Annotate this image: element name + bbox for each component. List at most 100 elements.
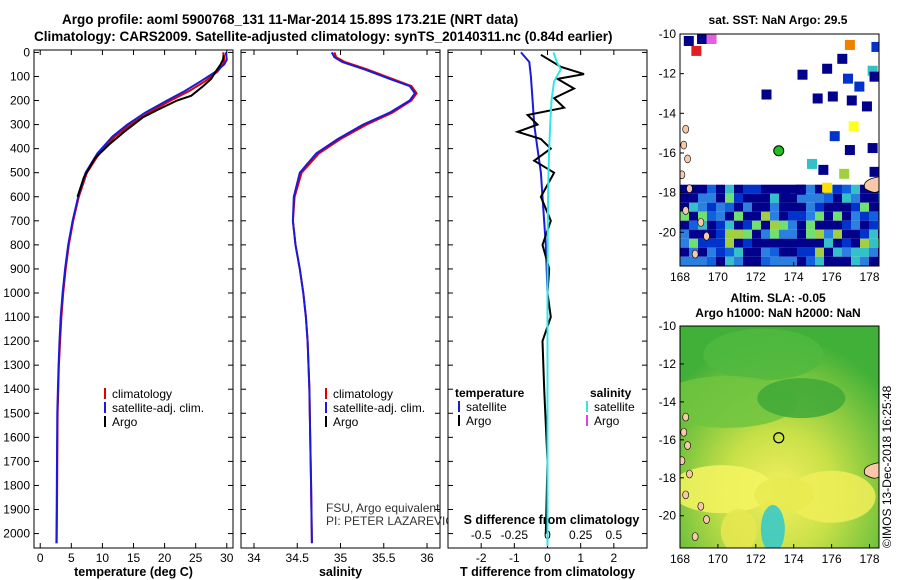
map-content: [680, 326, 879, 548]
sst-cell: [824, 211, 833, 221]
island: [682, 412, 689, 422]
sst-cell: [761, 229, 770, 239]
legend-title-temperature: temperature: [455, 386, 525, 400]
map-y-tick-label: -10: [659, 319, 677, 333]
sst-cell: [851, 247, 860, 257]
sst-cell: [752, 220, 761, 230]
sst-cell: [734, 184, 743, 194]
sst-cell: [788, 211, 797, 221]
sst-cell: [827, 91, 838, 102]
depth-tick-label: 1300: [3, 358, 30, 372]
sst-cell: [829, 131, 840, 142]
sla-patch: [757, 378, 846, 419]
map-x-tick-label: 176: [822, 552, 842, 566]
sst-cell: [851, 211, 860, 221]
sst-cell: [842, 193, 851, 203]
sst-cell: [752, 193, 761, 203]
sst-cell: [806, 256, 815, 266]
figure-title-line1: Argo profile: aoml 5900768_131 11-Mar-20…: [62, 12, 519, 27]
sst-cell: [698, 193, 707, 203]
sst-cell: [860, 238, 869, 248]
sst-cell: [860, 229, 869, 239]
sst-cell: [716, 256, 725, 266]
depth-tick-label: 300: [10, 118, 30, 132]
sst-cell: [851, 238, 860, 248]
sst-cell: [851, 193, 860, 203]
sst-cell: [680, 193, 689, 203]
sst-cell: [689, 229, 698, 239]
x-tick-label: 30: [220, 551, 234, 565]
sst-cell: [725, 211, 734, 221]
sst-cell: [860, 184, 869, 194]
sst-cell: [689, 256, 698, 266]
sst-cell: [680, 247, 689, 257]
sst-cell: [788, 238, 797, 248]
map-y-tick-label: -16: [659, 146, 677, 160]
sst-cell: [734, 202, 743, 212]
sst-cell: [815, 211, 824, 221]
sst-cell: [743, 247, 752, 257]
sst-cell: [824, 220, 833, 230]
sst-cell: [797, 247, 806, 257]
sst-cell: [842, 256, 851, 266]
sst-cell: [734, 238, 743, 248]
sst-cell: [869, 202, 878, 212]
sst-cell: [725, 229, 734, 239]
sst-cell: [818, 164, 829, 175]
sst-cell: [806, 247, 815, 257]
sst-cell: [752, 229, 761, 239]
sla-patch: [760, 505, 785, 548]
sst-cell: [869, 256, 878, 266]
sst-cell: [833, 211, 842, 221]
sst-cell: [842, 247, 851, 257]
sst-cell: [770, 220, 779, 230]
map-y-tick-label: -20: [659, 225, 677, 239]
sst-cell: [734, 247, 743, 257]
sla-map-title-line1: Altim. SLA: -0.05: [730, 291, 826, 305]
sst-cell: [860, 247, 869, 257]
sst-cell: [861, 101, 872, 112]
sst-cell: [734, 265, 743, 266]
x-tick-label: 34.5: [286, 551, 310, 565]
x-axis-label: salinity: [319, 565, 362, 579]
sst-cell: [743, 184, 752, 194]
sst-cell: [752, 184, 761, 194]
sst-cell: [770, 202, 779, 212]
x-tick-label: 10: [96, 551, 110, 565]
sst-cell: [680, 211, 689, 221]
sst-cell: [860, 202, 869, 212]
sst-cell: [680, 229, 689, 239]
island: [686, 184, 693, 193]
sst-cell: [869, 71, 879, 82]
sst-cell: [815, 247, 824, 257]
depth-tick-label: 1100: [4, 310, 30, 324]
island: [682, 490, 689, 500]
sla-map-title-line2: Argo h1000: NaN h2000: NaN: [695, 306, 860, 320]
sst-cell: [761, 238, 770, 248]
island: [684, 441, 691, 450]
sst-cell: [770, 184, 779, 194]
sst-cell: [780, 192, 791, 203]
top-axis-label: S difference from climatology: [464, 513, 640, 527]
sst-cell: [725, 193, 734, 203]
sst-cell: [779, 202, 788, 212]
sst-cell: [761, 89, 772, 100]
legend-label: satellite-adj. clim.: [112, 401, 204, 415]
legend-label: Argo: [594, 414, 620, 428]
depth-tick-label: 1000: [3, 286, 30, 300]
map-x-tick-label: 172: [746, 552, 766, 566]
sla-map-panel: 168 170 172 174 176 178 -10 -12 -14 -16 -18 -20: [659, 319, 880, 566]
sst-cell: [824, 256, 833, 266]
sst-cell: [860, 211, 869, 221]
sst-cell: [698, 202, 707, 212]
sst-cell: [689, 265, 698, 266]
sst-cell: [770, 238, 779, 248]
sst-cell: [698, 211, 707, 221]
sst-cell: [716, 193, 725, 203]
sst-cell: [797, 220, 806, 230]
sst-cell: [815, 202, 824, 212]
annotation-text: PI: PETER LAZAREVICH: [326, 514, 463, 528]
sst-cell: [770, 229, 779, 239]
sst-cell: [743, 202, 752, 212]
x-tick-label: 0: [37, 551, 44, 565]
